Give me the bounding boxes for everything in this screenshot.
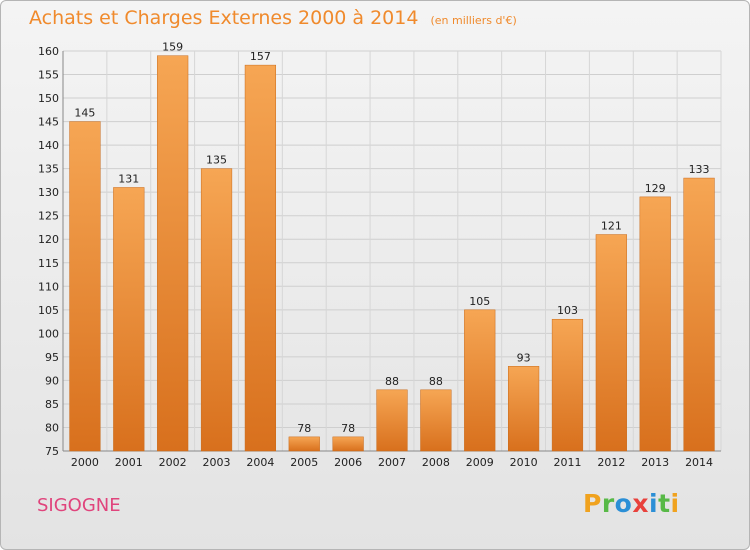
y-tick-label: 135: [38, 163, 59, 176]
bar: [200, 168, 233, 452]
data-label: 129: [645, 182, 666, 195]
data-label: 88: [385, 375, 399, 388]
x-tick-label: 2007: [378, 456, 406, 469]
y-tick-label: 95: [45, 351, 59, 364]
y-tick-label: 160: [38, 45, 59, 58]
proxiti-logo[interactable]: Proxiti: [583, 489, 680, 518]
y-tick-label: 90: [45, 374, 59, 387]
chart-title: Achats et Charges Externes 2000 à 2014 (e…: [29, 7, 517, 29]
y-tick-label: 80: [45, 421, 59, 434]
bar: [507, 366, 540, 452]
x-tick-label: 2008: [422, 456, 450, 469]
data-label: 78: [341, 422, 355, 435]
chart-subtitle: (en milliers d'€): [430, 14, 517, 27]
logo-letter: i: [670, 489, 680, 518]
x-tick-label: 2005: [290, 456, 318, 469]
bar: [420, 389, 452, 452]
y-tick-label: 120: [38, 233, 59, 246]
x-tick-label: 2003: [203, 456, 231, 469]
bar: [551, 318, 584, 452]
data-label: 103: [557, 304, 578, 317]
y-tick-label: 140: [38, 139, 59, 152]
chart-title-text: Achats et Charges Externes 2000 à 2014: [29, 7, 419, 29]
bar: [288, 436, 320, 452]
data-label: 133: [689, 163, 710, 176]
logo-letter: x: [632, 489, 649, 518]
x-tick-label: 2011: [553, 456, 581, 469]
bars: [69, 55, 715, 452]
x-tick-label: 2014: [685, 456, 713, 469]
data-label: 93: [517, 351, 531, 364]
y-tick-label: 105: [38, 304, 59, 317]
y-tick-label: 85: [45, 398, 59, 411]
data-label: 157: [250, 50, 271, 63]
bar: [157, 55, 189, 452]
logo-letter: i: [649, 489, 659, 518]
x-tick-label: 2010: [510, 456, 538, 469]
y-tick-label: 110: [38, 280, 59, 293]
data-label: 88: [429, 375, 443, 388]
x-tick-label: 2006: [334, 456, 362, 469]
y-tick-label: 155: [38, 69, 59, 82]
logo-letter: r: [601, 489, 615, 518]
x-tick-label: 2013: [641, 456, 669, 469]
data-label: 159: [162, 41, 183, 54]
bar: [595, 234, 627, 452]
data-label: 131: [118, 172, 139, 185]
x-tick-label: 2012: [597, 456, 625, 469]
y-tick-label: 100: [38, 327, 59, 340]
x-tick-label: 2009: [466, 456, 494, 469]
y-tick-label: 75: [45, 445, 59, 458]
bar: [464, 309, 496, 452]
bar: [376, 389, 408, 452]
data-label: 78: [297, 422, 311, 435]
y-tick-label: 150: [38, 92, 59, 105]
x-tick-label: 2002: [159, 456, 187, 469]
y-tick-label: 130: [38, 186, 59, 199]
bar: [69, 121, 101, 452]
data-label: 121: [601, 220, 622, 233]
data-label: 145: [74, 107, 95, 120]
x-tick-label: 2000: [71, 456, 99, 469]
labels: 75 80 85 90 95 100 105 110 115 120 125 130 135 140 145…: [38, 41, 713, 469]
logo-letter: P: [583, 489, 602, 518]
bar: [332, 436, 364, 452]
y-tick-label: 145: [38, 116, 59, 129]
logo-letter: o: [614, 489, 633, 518]
x-tick-label: 2004: [246, 456, 274, 469]
bar: [639, 196, 671, 452]
bar: [683, 177, 715, 452]
data-label: 135: [206, 154, 227, 167]
bar: [113, 187, 145, 452]
y-tick-label: 115: [38, 257, 59, 270]
data-label: 105: [469, 295, 490, 308]
logo-letter: t: [658, 489, 671, 518]
place-name: SIGOGNE: [37, 495, 121, 516]
x-tick-label: 2001: [115, 456, 143, 469]
bar: [244, 64, 277, 452]
y-tick-label: 125: [38, 210, 59, 223]
